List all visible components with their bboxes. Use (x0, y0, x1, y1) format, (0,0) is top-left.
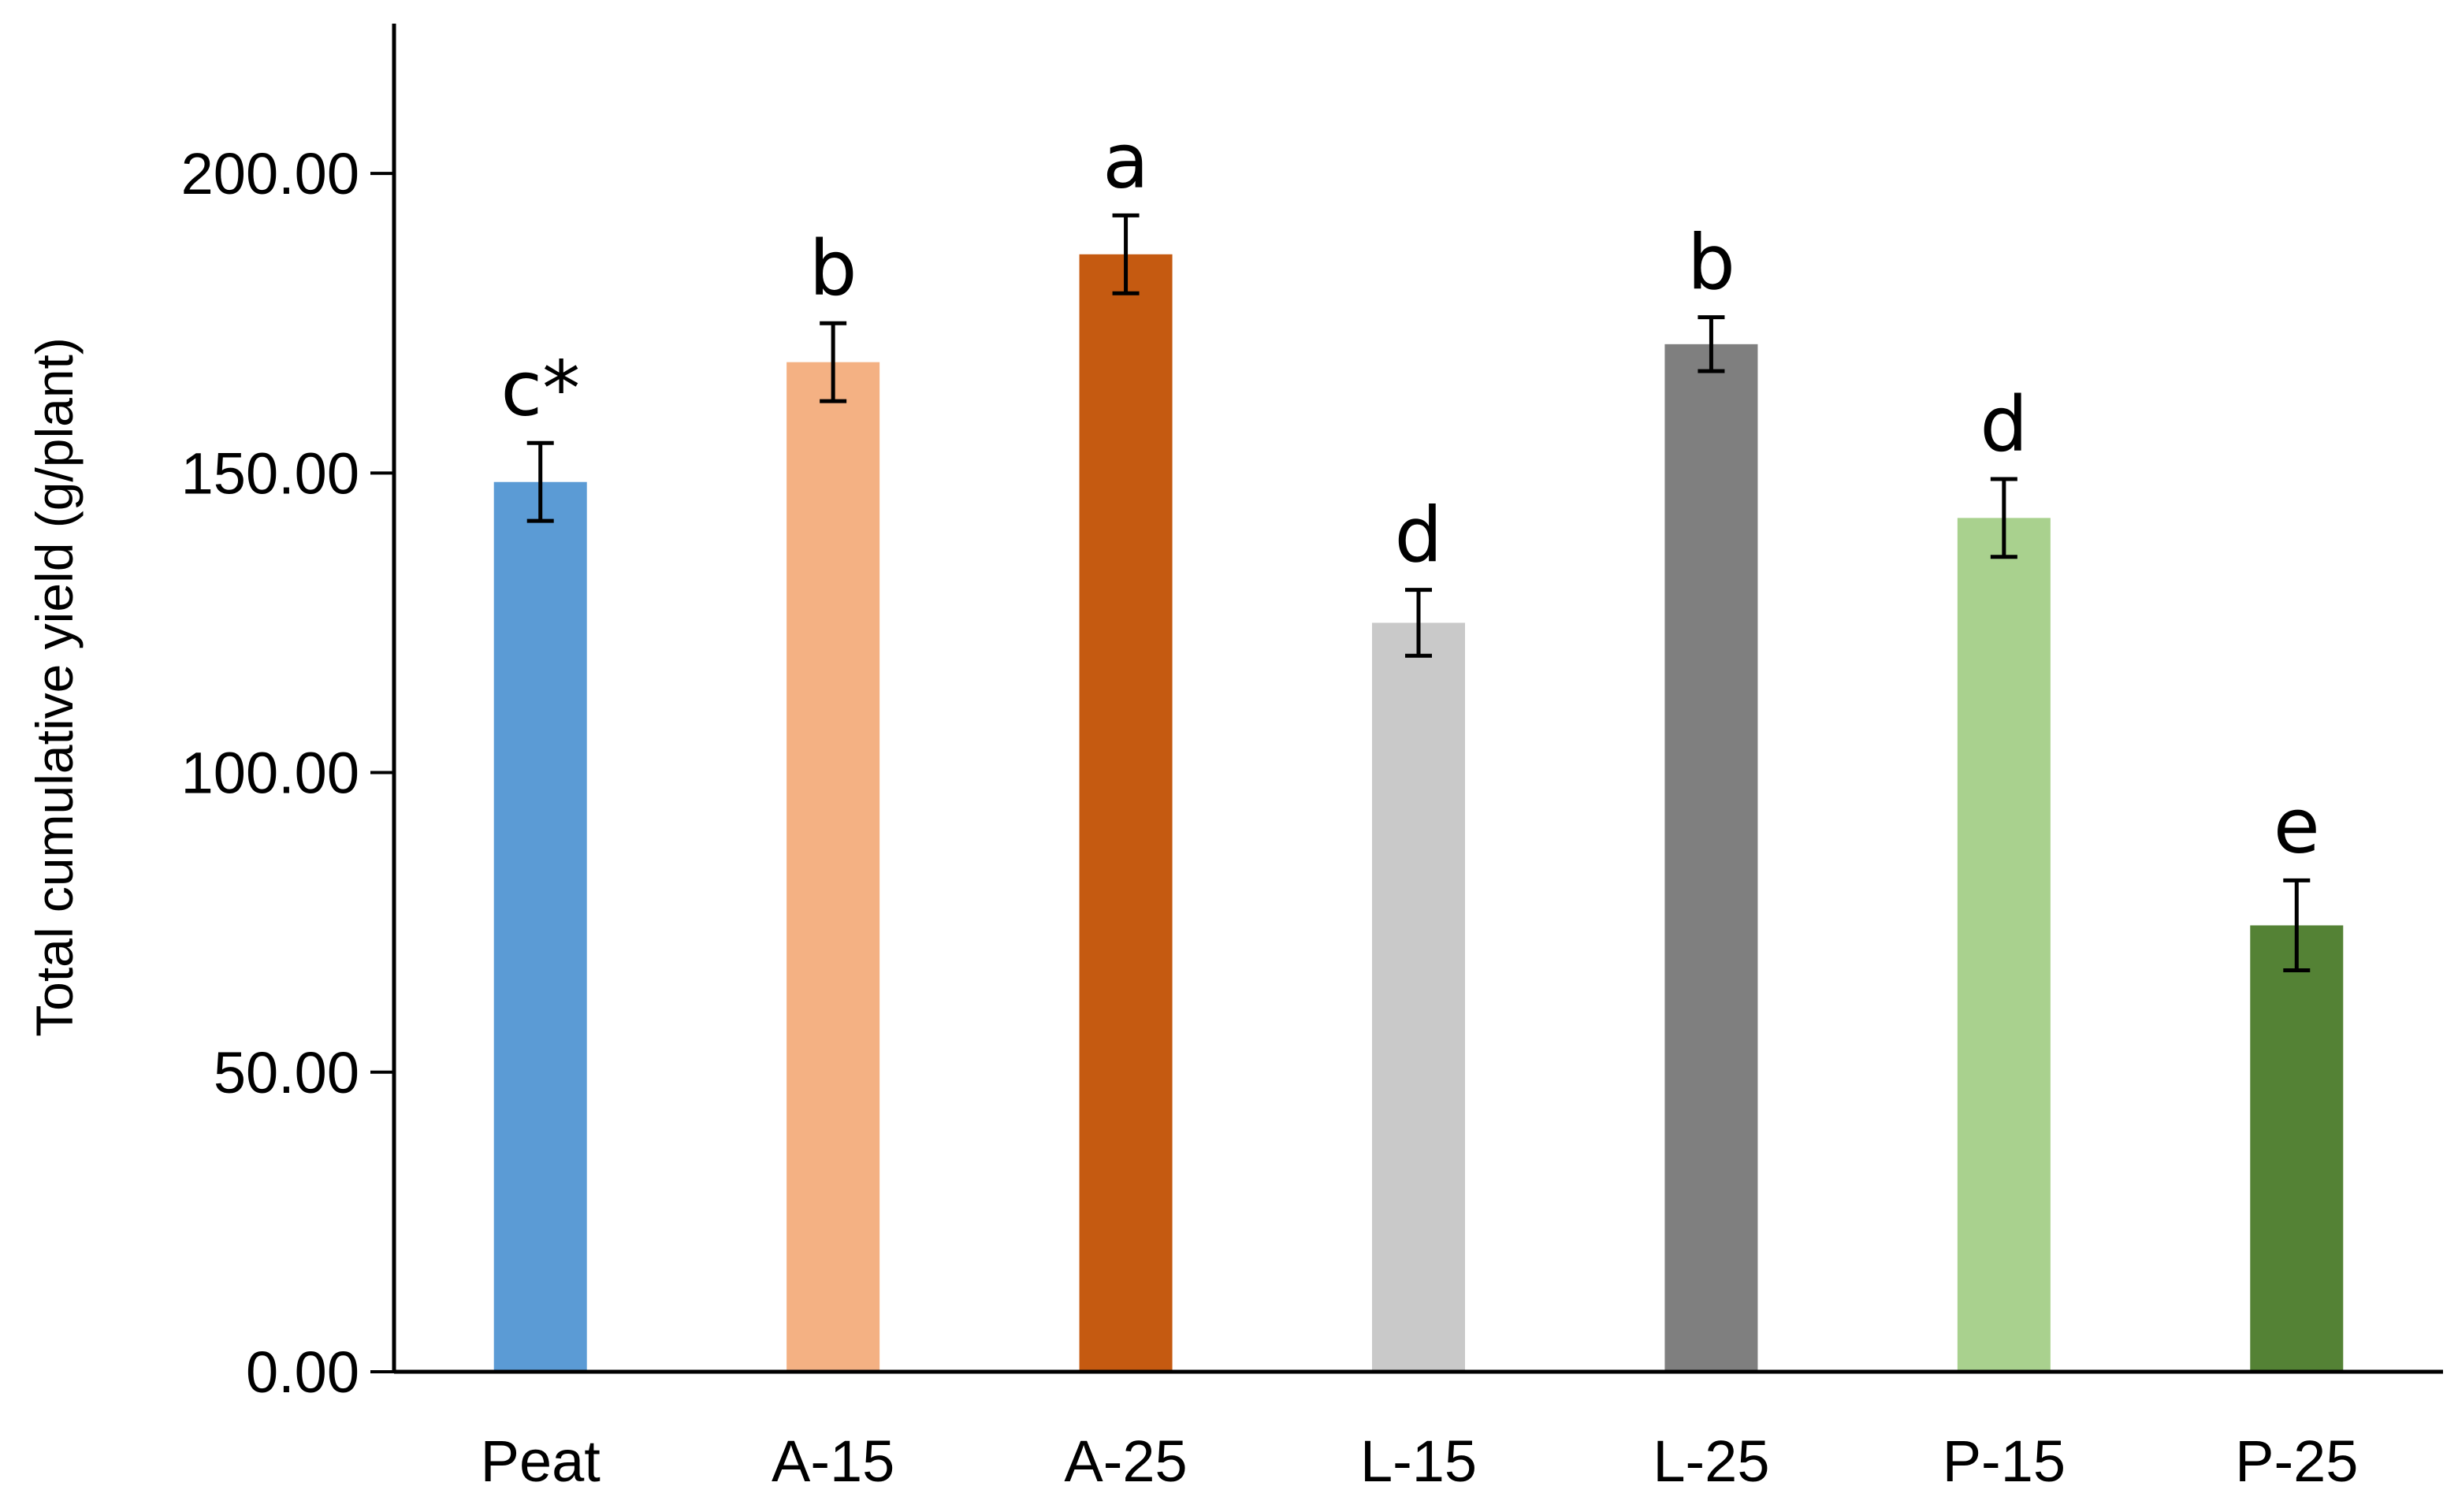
y-tick-label: 0.00 (246, 1339, 359, 1405)
significance-label: c* (500, 344, 580, 433)
error-bars-layer (526, 213, 2311, 973)
axes-layer (392, 24, 2443, 1374)
x-category-label: A-25 (1064, 1428, 1187, 1494)
significance-label: d (1395, 492, 1443, 580)
y-tick-label: 150.00 (181, 440, 359, 506)
bar (1079, 254, 1173, 1372)
bar (1664, 344, 1758, 1372)
category-labels-layer: Peat A-15 A-25 L-15 L-25 P-15 P-25 (481, 1428, 2359, 1494)
x-category-label: A-15 (772, 1428, 894, 1494)
x-category-label: L-25 (1653, 1428, 1769, 1494)
x-category-label: Peat (481, 1428, 601, 1494)
bar (493, 481, 587, 1372)
bars-layer (493, 254, 2344, 1372)
y-tick-label: 100.00 (181, 741, 359, 806)
bar (786, 362, 880, 1372)
bar (2250, 925, 2344, 1372)
significance-label: b (809, 225, 857, 313)
x-category-label: P-25 (2235, 1428, 2358, 1494)
significance-label: b (1687, 219, 1735, 307)
y-axis-title: Total cumulative yield (g/plant) (25, 337, 84, 1037)
x-category-label: P-15 (1943, 1428, 2066, 1494)
y-tick-label: 200.00 (181, 141, 359, 206)
x-category-label: L-15 (1360, 1428, 1477, 1494)
significance-label: e (2274, 782, 2320, 870)
ticks-layer: 0.00 50.00 100.00 150.00 200.00 (181, 141, 394, 1405)
significance-label: a (1103, 117, 1149, 205)
bar (1957, 518, 2051, 1372)
significance-labels-layer: c* b a d b d e (500, 117, 2319, 870)
bar (1372, 622, 1465, 1372)
significance-label: d (1980, 381, 2028, 469)
y-axis-title-group: Total cumulative yield (g/plant) (25, 337, 84, 1037)
y-tick-label: 50.00 (214, 1040, 359, 1105)
